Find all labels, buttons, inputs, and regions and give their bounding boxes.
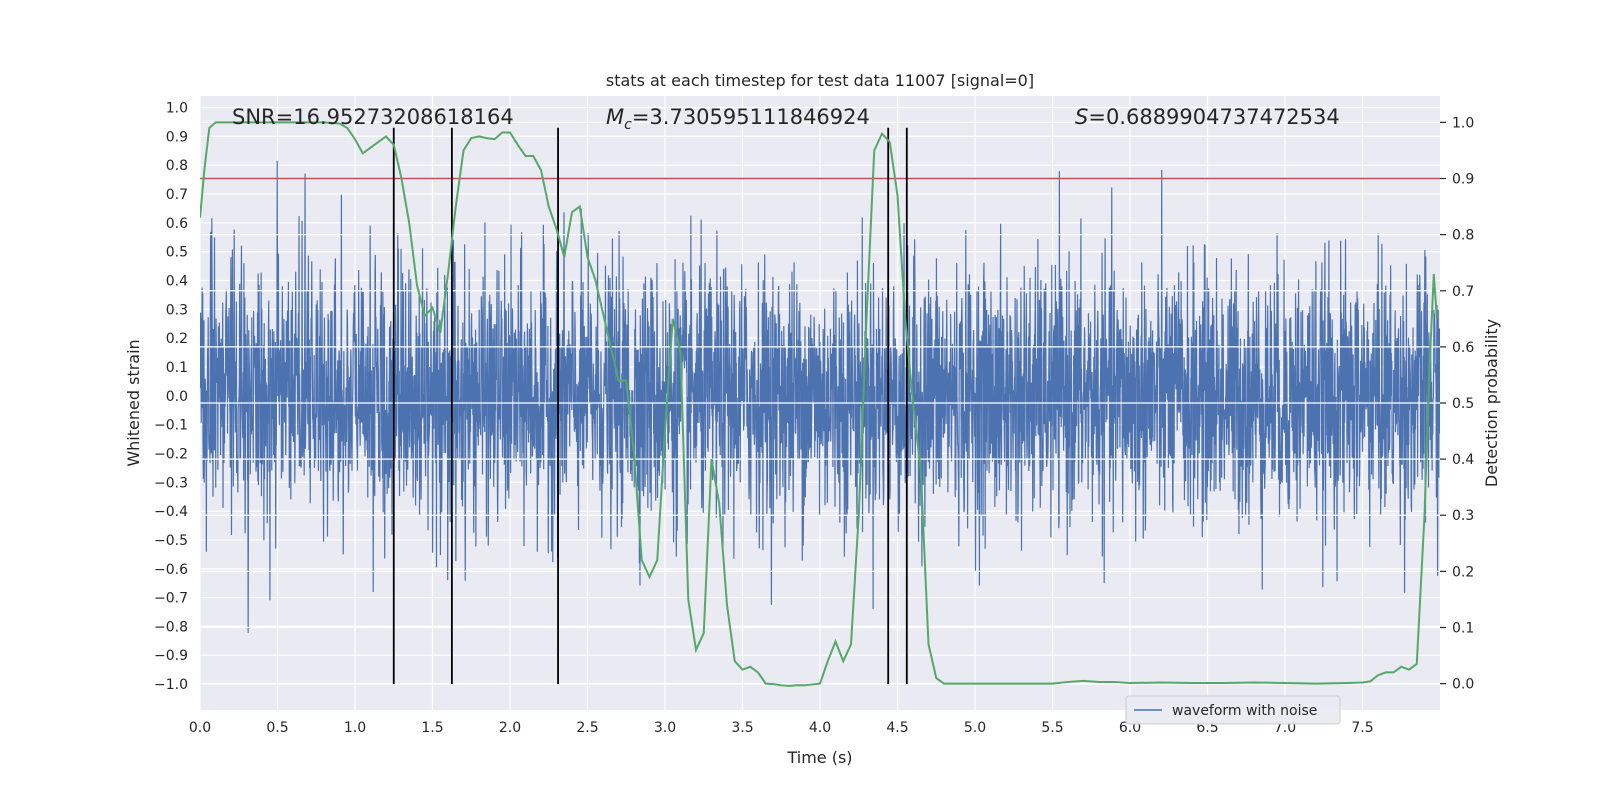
y-left-tick-label: −0.8: [154, 619, 188, 635]
y-left-tick-label: 0.9: [166, 129, 188, 145]
y-left-tick-label: 0.5: [166, 245, 188, 261]
y-left-tick-label: 0.2: [166, 331, 188, 347]
y-right-tick-label: 1.0: [1452, 115, 1474, 131]
y-left-tick-label: 0.6: [166, 216, 188, 232]
waveform-series-line: [200, 160, 1440, 633]
s-symbol: S: [1075, 105, 1088, 129]
chirp-mass-subscript: c: [624, 117, 632, 133]
y-left-tick-label: −0.9: [154, 648, 188, 664]
x-tick-labels: 0.0 0.5 1.0 1.5 2.0 2.5 3.0 3.5 4.0 4.5 5.0 5.5 6.0 6…: [189, 720, 1374, 736]
x-tick-label: 2.0: [499, 720, 521, 736]
y-right-tick-label: 0.0: [1452, 677, 1474, 693]
s-value: =0.6889904737472534: [1088, 105, 1339, 129]
s-annotation: S=0.6889904737472534: [1075, 105, 1340, 129]
y-left-tick-label: −0.2: [154, 446, 188, 462]
legend-box: [1125, 695, 1341, 725]
y-left-tick-label: 0.4: [166, 273, 188, 289]
y-left-tick-label: −0.4: [154, 504, 188, 520]
y-left-tick-label: 1.0: [166, 101, 188, 117]
y-right-tick-labels: 1.0 0.9 0.8 0.7 0.6 0.5 0.4 0.3 0.2 0.1 0.0: [1440, 115, 1474, 693]
vertical-markers: [392, 127, 908, 685]
y-right-tick-label: 0.8: [1452, 228, 1474, 244]
y-right-tick-label: 0.2: [1452, 564, 1474, 580]
y-right-tick-label: 0.3: [1452, 508, 1474, 524]
y-right-tick-label: 0.4: [1452, 452, 1474, 468]
y-right-tick-label: 0.1: [1452, 620, 1474, 636]
detection-probability-line: [200, 121, 1438, 687]
y-right-axis-label: Detection probability: [1482, 319, 1501, 487]
y-left-tick-label: −1.0: [154, 677, 188, 693]
y-left-tick-label: −0.7: [154, 591, 188, 607]
x-tick-label: 5.0: [964, 720, 986, 736]
y-right-tick-label: 0.7: [1452, 284, 1474, 300]
legend-label: waveform with noise: [1172, 703, 1317, 719]
x-tick-label: 4.5: [886, 720, 908, 736]
x-tick-label: 1.5: [421, 720, 443, 736]
x-axis-label: Time (s): [786, 748, 852, 767]
y-right-tick-label: 0.5: [1452, 396, 1474, 412]
x-tick-label: 2.5: [576, 720, 598, 736]
y-left-tick-label: 0.8: [166, 158, 188, 174]
chirp-mass-value: =3.730595111846924: [632, 105, 870, 129]
x-tick-label: 3.5: [731, 720, 753, 736]
right-axis-gridlines: [200, 121, 1440, 685]
y-left-axis-label: Whitened strain: [124, 339, 143, 466]
y-left-tick-label: −0.1: [154, 418, 188, 434]
x-tick-label: 1.0: [344, 720, 366, 736]
x-tick-label: 3.0: [654, 720, 676, 736]
x-tick-label: 0.0: [189, 720, 211, 736]
chart-title: stats at each timestep for test data 110…: [606, 71, 1034, 90]
y-left-tick-label: −0.3: [154, 475, 188, 491]
y-left-tick-labels: 1.0 0.9 0.8 0.7 0.6 0.5 0.4 0.3 0.2 0.1 0.0 −0.1 −0.…: [154, 101, 188, 694]
y-left-tick-label: −0.6: [154, 562, 188, 578]
x-tick-label: 0.5: [266, 720, 288, 736]
chirp-mass-annotation: Mc=3.730595111846924: [606, 105, 870, 133]
y-left-tick-label: 0.7: [166, 187, 188, 203]
x-tick-label: 7.5: [1351, 720, 1373, 736]
y-left-tick-label: 0.0: [166, 389, 188, 405]
x-tick-label: 5.5: [1041, 720, 1063, 736]
chirp-mass-symbol: M: [606, 105, 624, 129]
y-left-tick-label: 0.3: [166, 302, 188, 318]
y-left-tick-label: 0.1: [166, 360, 188, 376]
x-tick-label: 4.0: [809, 720, 831, 736]
y-right-tick-label: 0.9: [1452, 172, 1474, 188]
y-right-tick-label: 0.6: [1452, 340, 1474, 356]
y-left-tick-label: −0.5: [154, 533, 188, 549]
legend: waveform with noise: [1125, 695, 1341, 725]
snr-annotation: SNR=16.95273208618164: [232, 105, 514, 129]
